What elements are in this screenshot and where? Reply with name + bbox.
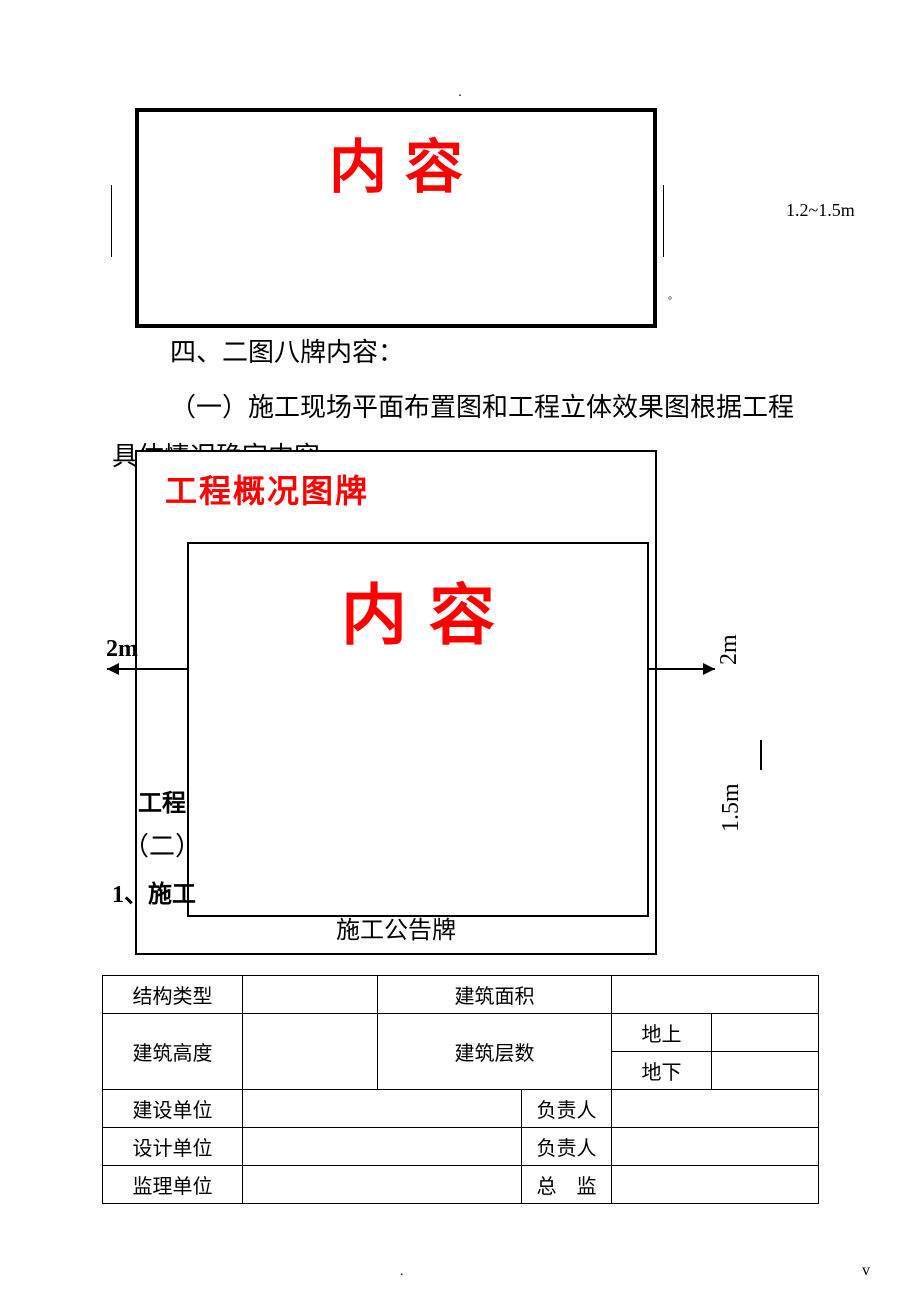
cell-above-ground-label: 地上 [612, 1014, 712, 1052]
cell-supervision-unit-label: 监理单位 [103, 1166, 243, 1204]
arrow-left-icon [107, 668, 187, 670]
arrow-right-icon [648, 668, 715, 670]
cell-responsible-2-label: 负责人 [522, 1128, 612, 1166]
project-overview-header: 工程概况图牌 [137, 452, 655, 512]
cell-design-unit-label: 设计单位 [103, 1128, 243, 1166]
table-row: 建筑高度 建筑层数 地上 [103, 1014, 819, 1052]
cell-building-height-value [243, 1014, 378, 1090]
cell-building-floors-label: 建筑层数 [378, 1014, 612, 1090]
partial-text-section-2: （二） [123, 826, 201, 863]
dimension-2m-left: 2m [106, 636, 138, 663]
tick-mark-left [111, 185, 112, 257]
cell-below-ground-value [712, 1052, 819, 1090]
cell-building-height-label: 建筑高度 [103, 1014, 243, 1090]
table-row: 结构类型 建筑面积 [103, 976, 819, 1014]
cell-responsible-1-value [612, 1090, 819, 1128]
cell-construction-unit-label: 建设单位 [103, 1090, 243, 1128]
cell-supervisor-label: 总 监 [522, 1166, 612, 1204]
construction-notice-table: 结构类型 建筑面积 建筑高度 建筑层数 地上 地下 建设单位 负责人 设计单位 … [102, 975, 819, 1204]
cell-structure-type-value [243, 976, 378, 1014]
table-row: 监理单位 总 监 [103, 1166, 819, 1204]
cell-below-ground-label: 地下 [612, 1052, 712, 1090]
cell-building-area-value [612, 976, 819, 1014]
project-overview-inner: 内容 [187, 542, 649, 917]
cell-construction-unit-value [243, 1090, 522, 1128]
cell-supervision-unit-value [243, 1166, 522, 1204]
partial-text-gc: 工程 [138, 783, 186, 818]
page-number: v [862, 1262, 870, 1280]
cell-above-ground-value [712, 1014, 819, 1052]
construction-notice-label: 施工公告牌 [137, 910, 655, 945]
partial-text-item-1: 1、施工 [112, 874, 196, 909]
cell-structure-type-label: 结构类型 [103, 976, 243, 1014]
cell-responsible-2-value [612, 1128, 819, 1166]
cell-supervisor-value [612, 1166, 819, 1204]
cell-building-area-label: 建筑面积 [378, 976, 612, 1014]
paragraph-1-line-1: （一）施工现场平面布置图和工程立体效果图根据工程 [170, 381, 810, 436]
table-row: 设计单位 负责人 [103, 1128, 819, 1166]
page-marker-top: . [458, 85, 462, 101]
tick-mark-right [663, 185, 664, 257]
dimension-top: 1.2~1.5m [786, 200, 855, 221]
cell-design-unit-value [243, 1128, 522, 1166]
dimension-1-5m-right: 1.5m [718, 783, 745, 832]
vertical-tick-right [760, 740, 762, 770]
project-overview-inner-title: 内容 [189, 544, 647, 658]
table-row: 建设单位 负责人 [103, 1090, 819, 1128]
dimension-2m-right: 2m [716, 634, 743, 665]
content-box-top-title: 内容 [139, 112, 653, 204]
cell-responsible-1-label: 负责人 [522, 1090, 612, 1128]
page-marker-bottom: . [400, 1264, 404, 1280]
section-4-title: 四、二图八牌内容： [170, 332, 404, 369]
content-box-top: 内容 [135, 108, 657, 328]
small-circle-marker: 。 [668, 287, 678, 302]
project-overview-board: 工程概况图牌 内容 施工公告牌 [135, 450, 657, 955]
